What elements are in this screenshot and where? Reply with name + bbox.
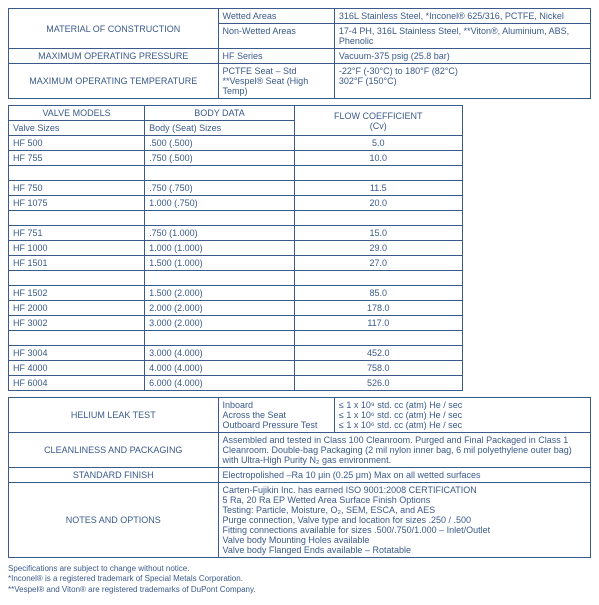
valve-body: 4.000 (4.000) <box>145 361 295 376</box>
valve-cv: 11.5 <box>294 181 462 196</box>
valve-row: HF 751.750 (1.000)15.0 <box>9 226 463 241</box>
sub-body-sizes: Body (Seat) Sizes <box>145 121 295 136</box>
valve-model: HF 1000 <box>9 241 145 256</box>
valve-body: 2.000 (2.000) <box>145 301 295 316</box>
bottom-val: Carten-Fujikin Inc. has earned ISO 9001:… <box>218 483 590 558</box>
sub: PCTFE Seat – Std**Vespel® Seat (High Tem… <box>218 64 334 99</box>
bottom-label: HELIUM LEAK TEST <box>9 398 219 433</box>
valve-model: HF 2000 <box>9 301 145 316</box>
valve-row: HF 30043.000 (4.000)452.0 <box>9 346 463 361</box>
bottom-label: STANDARD FINISH <box>9 468 219 483</box>
val: 316L Stainless Steel, *Inconel® 625/316,… <box>334 9 590 24</box>
spacer-row <box>9 331 463 346</box>
valve-model: HF 1501 <box>9 256 145 271</box>
val: -22°F (-30°C) to 180°F (82°C)302°F (150°… <box>334 64 590 99</box>
valve-body: 3.000 (2.000) <box>145 316 295 331</box>
valve-body: .750 (1.000) <box>145 226 295 241</box>
sub-valve-sizes: Valve Sizes <box>9 121 145 136</box>
valve-body: 6.000 (4.000) <box>145 376 295 391</box>
valve-cv: 758.0 <box>294 361 462 376</box>
valve-cv: 15.0 <box>294 226 462 241</box>
valve-model: HF 3004 <box>9 346 145 361</box>
h-body-data: BODY DATA <box>145 106 295 121</box>
valve-body: 3.000 (4.000) <box>145 346 295 361</box>
label: MAXIMUM OPERATING TEMPERATURE <box>9 64 219 99</box>
valve-cv: 452.0 <box>294 346 462 361</box>
valve-row: HF 755.750 (.500)10.0 <box>9 151 463 166</box>
valve-model: HF 4000 <box>9 361 145 376</box>
footnotes: Specifications are subject to change wit… <box>8 564 591 595</box>
h-flow-coeff: FLOW COEFFICIENT(Cv) <box>294 106 462 136</box>
val: Vacuum-375 psig (25.8 bar) <box>334 49 590 64</box>
valve-cv: 178.0 <box>294 301 462 316</box>
sub: HF Series <box>218 49 334 64</box>
bottom-table: HELIUM LEAK TESTInboardAcross the SeatOu… <box>8 397 591 558</box>
bottom-val: Electropolished –Ra 10 μin (0.25 μm) Max… <box>218 468 590 483</box>
valve-cv: 20.0 <box>294 196 462 211</box>
valve-row: HF 60046.000 (4.000)526.0 <box>9 376 463 391</box>
valve-row: HF 750.750 (.750)11.5 <box>9 181 463 196</box>
valve-model: HF 1075 <box>9 196 145 211</box>
construction-table: MATERIAL OF CONSTRUCTIONWetted Areas316L… <box>8 8 591 99</box>
valve-cv: 5.0 <box>294 136 462 151</box>
valve-body: .750 (.750) <box>145 181 295 196</box>
bottom-mid: InboardAcross the SeatOutboard Pressure … <box>218 398 334 433</box>
valve-cv: 526.0 <box>294 376 462 391</box>
valve-model: HF 500 <box>9 136 145 151</box>
valve-model: HF 750 <box>9 181 145 196</box>
valve-body: 1.000 (.750) <box>145 196 295 211</box>
valve-row: HF 10001.000 (1.000)29.0 <box>9 241 463 256</box>
valve-cv: 117.0 <box>294 316 462 331</box>
valve-row: HF 40004.000 (4.000)758.0 <box>9 361 463 376</box>
valve-body: .750 (.500) <box>145 151 295 166</box>
valve-body: .500 (.500) <box>145 136 295 151</box>
valve-table: VALVE MODELSBODY DATAFLOW COEFFICIENT(Cv… <box>8 105 463 391</box>
valve-row: HF 10751.000 (.750)20.0 <box>9 196 463 211</box>
sub: Wetted Areas <box>218 9 334 24</box>
valve-body: 1.500 (1.000) <box>145 256 295 271</box>
spacer-row <box>9 271 463 286</box>
valve-model: HF 755 <box>9 151 145 166</box>
valve-cv: 29.0 <box>294 241 462 256</box>
valve-cv: 10.0 <box>294 151 462 166</box>
h-valve-models: VALVE MODELS <box>9 106 145 121</box>
valve-row: HF 15011.500 (1.000)27.0 <box>9 256 463 271</box>
spacer-row <box>9 166 463 181</box>
valve-model: HF 3002 <box>9 316 145 331</box>
valve-model: HF 751 <box>9 226 145 241</box>
valve-model: HF 6004 <box>9 376 145 391</box>
bottom-val: Assembled and tested in Class 100 Cleanr… <box>218 433 590 468</box>
bottom-val: ≤ 1 x 10⁹ std. cc (atm) He / sec≤ 1 x 10… <box>334 398 590 433</box>
label-material: MATERIAL OF CONSTRUCTION <box>9 9 219 49</box>
label: MAXIMUM OPERATING PRESSURE <box>9 49 219 64</box>
valve-body: 1.500 (2.000) <box>145 286 295 301</box>
spacer-row <box>9 211 463 226</box>
bottom-label: CLEANLINESS AND PACKAGING <box>9 433 219 468</box>
valve-model: HF 1502 <box>9 286 145 301</box>
valve-row: HF 20002.000 (2.000)178.0 <box>9 301 463 316</box>
valve-cv: 27.0 <box>294 256 462 271</box>
bottom-label: NOTES AND OPTIONS <box>9 483 219 558</box>
sub: Non-Wetted Areas <box>218 24 334 49</box>
valve-cv: 85.0 <box>294 286 462 301</box>
valve-row: HF 15021.500 (2.000)85.0 <box>9 286 463 301</box>
valve-row: HF 500.500 (.500)5.0 <box>9 136 463 151</box>
val: 17-4 PH, 316L Stainless Steel, **Viton®,… <box>334 24 590 49</box>
valve-body: 1.000 (1.000) <box>145 241 295 256</box>
valve-row: HF 30023.000 (2.000)117.0 <box>9 316 463 331</box>
